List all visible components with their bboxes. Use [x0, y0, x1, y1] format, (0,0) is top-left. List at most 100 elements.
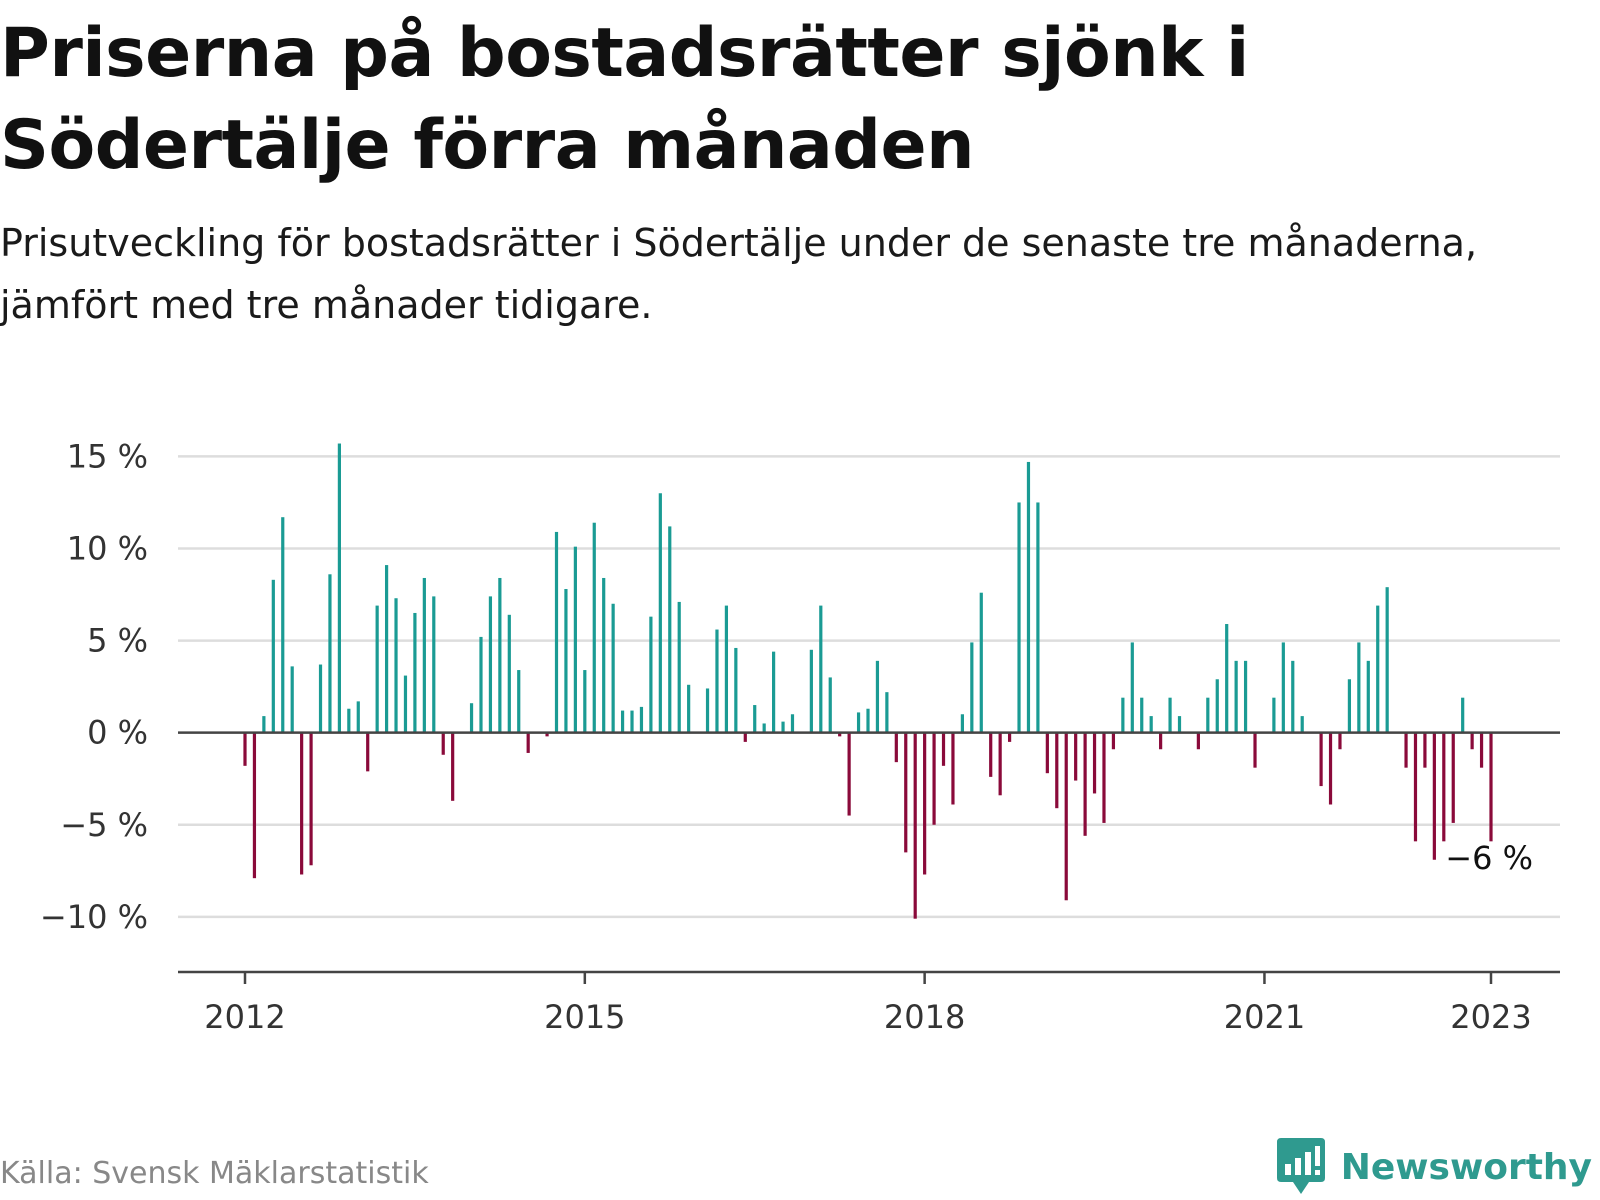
bar: [743, 732, 747, 742]
bar: [432, 596, 436, 733]
bar: [1111, 732, 1116, 750]
y-tick-label: −5 %: [60, 806, 148, 844]
bar: [819, 605, 823, 733]
bar: [620, 710, 625, 733]
bar: [498, 577, 502, 733]
bar: [309, 732, 313, 866]
bar: [1215, 679, 1219, 733]
bar: [1130, 642, 1134, 733]
bar: [734, 647, 738, 733]
bar: [1366, 660, 1370, 733]
bar: [300, 732, 304, 875]
bar: [772, 651, 776, 733]
bar: [1385, 587, 1389, 733]
bar: [290, 666, 294, 733]
bar: [989, 732, 993, 777]
newsworthy-icon: [1276, 1138, 1325, 1194]
bar: [1234, 660, 1238, 733]
bar: [479, 636, 483, 733]
x-tick-label: 2018: [884, 998, 965, 1030]
x-axis: 2012 2015 2018 2021 2023: [178, 731, 1560, 1030]
bar: [951, 732, 955, 805]
bar: [1357, 642, 1361, 733]
bar: [1461, 697, 1465, 733]
bar: [1140, 697, 1144, 733]
bar: [715, 629, 719, 733]
bar: [885, 692, 889, 733]
bar: [611, 603, 615, 733]
bar: [1026, 461, 1031, 733]
bar: [1017, 502, 1021, 733]
bar: [347, 708, 351, 733]
bar: [1092, 732, 1097, 794]
x-tick-label: 2015: [544, 998, 625, 1030]
bar: [1074, 732, 1078, 781]
bar: [252, 732, 257, 879]
bar: [1300, 716, 1304, 733]
bar: [941, 732, 946, 766]
y-tick-label: 5 %: [87, 622, 148, 660]
y-axis-labels: 15 % 10 % 5 % 0 % −5 % −10 %: [40, 437, 148, 935]
y-tick-label: 0 %: [87, 714, 148, 752]
bar: [1413, 732, 1418, 842]
x-tick-label: 2023: [1450, 998, 1531, 1030]
bar: [583, 670, 587, 733]
bar: [394, 598, 398, 733]
bar: [1196, 732, 1200, 750]
bar: [328, 574, 332, 733]
bar: [705, 688, 710, 733]
bar: [602, 577, 606, 733]
bar: [923, 732, 927, 875]
bar: [1007, 732, 1012, 742]
bar: [639, 706, 644, 733]
bar: [451, 732, 455, 801]
bar: [1376, 605, 1380, 733]
annotations: −6 %: [1445, 839, 1533, 877]
bar: [1281, 642, 1285, 733]
bar: [677, 601, 681, 733]
gridlines: [178, 455, 1560, 919]
bar: [1121, 697, 1125, 733]
bar: [1036, 502, 1040, 733]
bar: [1432, 732, 1436, 860]
bar: [1328, 732, 1333, 805]
bar: [979, 592, 983, 733]
bar: [1206, 697, 1210, 733]
source-note: Källa: Svensk Mäklarstatistik: [0, 1156, 429, 1191]
bar: [1168, 697, 1172, 733]
bar: [1083, 732, 1087, 836]
bar: [1404, 732, 1408, 768]
bar: [1423, 732, 1427, 768]
bar: [1489, 732, 1493, 842]
bar: [904, 732, 908, 853]
bar: [1479, 732, 1484, 768]
bar: [658, 493, 662, 733]
bar: [1225, 624, 1229, 733]
bar: [469, 703, 474, 733]
bar: [932, 732, 936, 825]
x-tick-label: 2021: [1224, 998, 1305, 1030]
bar: [526, 732, 530, 753]
bar: [856, 712, 861, 733]
bar: [1451, 732, 1455, 823]
bar: [875, 660, 880, 733]
bar: [592, 522, 596, 733]
bar: [375, 605, 379, 733]
bar: [356, 701, 360, 733]
bar: [1338, 732, 1342, 750]
bar: [337, 443, 341, 733]
bar: [366, 732, 370, 772]
chart-subtitle: Prisutveckling för bostadsrätter i Söder…: [0, 221, 1478, 327]
x-tick-label: 2012: [204, 998, 285, 1030]
latest-value-label: −6 %: [1445, 839, 1533, 877]
bar: [866, 708, 870, 733]
bar: [1291, 660, 1295, 733]
bar: [847, 732, 851, 816]
bar: [545, 732, 549, 737]
bars: [243, 443, 1493, 919]
bar: [1149, 716, 1153, 733]
bar: [281, 517, 285, 733]
bar-chart: 15 % 10 % 5 % 0 % −5 % −10 % 2012 2015 2018 2021…: [40, 437, 1560, 1030]
bar: [271, 579, 275, 733]
bar: [1347, 679, 1352, 733]
